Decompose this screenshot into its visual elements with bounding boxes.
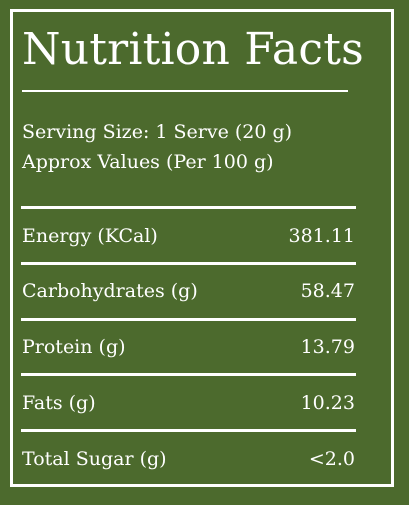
row-divider [21, 318, 356, 321]
nutrient-label: Carbohydrates (g) [22, 279, 198, 302]
row-divider [21, 429, 356, 432]
nutrient-value: 58.47 [300, 279, 355, 302]
nutrient-row-fats: Fats (g) 10.23 [22, 387, 355, 419]
nutrient-label: Energy (KCal) [22, 224, 158, 247]
nutrient-row-energy: Energy (KCal) 381.11 [22, 220, 355, 252]
serving-size-text: Serving Size: 1 Serve (20 g) [22, 121, 293, 143]
nutrient-label: Total Sugar (g) [22, 447, 167, 470]
nutrient-row-carbohydrates: Carbohydrates (g) 58.47 [22, 275, 355, 307]
nutrient-value: <2.0 [308, 447, 355, 470]
nutrient-row-total-sugar: Total Sugar (g) <2.0 [22, 443, 355, 475]
nutrient-value: 381.11 [288, 224, 355, 247]
nutrient-label: Fats (g) [22, 391, 96, 414]
nutrient-value: 13.79 [300, 335, 355, 358]
nutrition-facts-title: Nutrition Facts [22, 24, 364, 75]
nutrient-label: Protein (g) [22, 335, 126, 358]
nutrient-row-protein: Protein (g) 13.79 [22, 331, 355, 363]
row-divider [21, 373, 356, 376]
row-divider [21, 206, 356, 209]
nutrition-facts-panel [10, 9, 394, 487]
title-divider [22, 90, 348, 92]
row-divider [21, 262, 356, 265]
approx-values-text: Approx Values (Per 100 g) [22, 151, 274, 173]
nutrient-value: 10.23 [300, 391, 355, 414]
